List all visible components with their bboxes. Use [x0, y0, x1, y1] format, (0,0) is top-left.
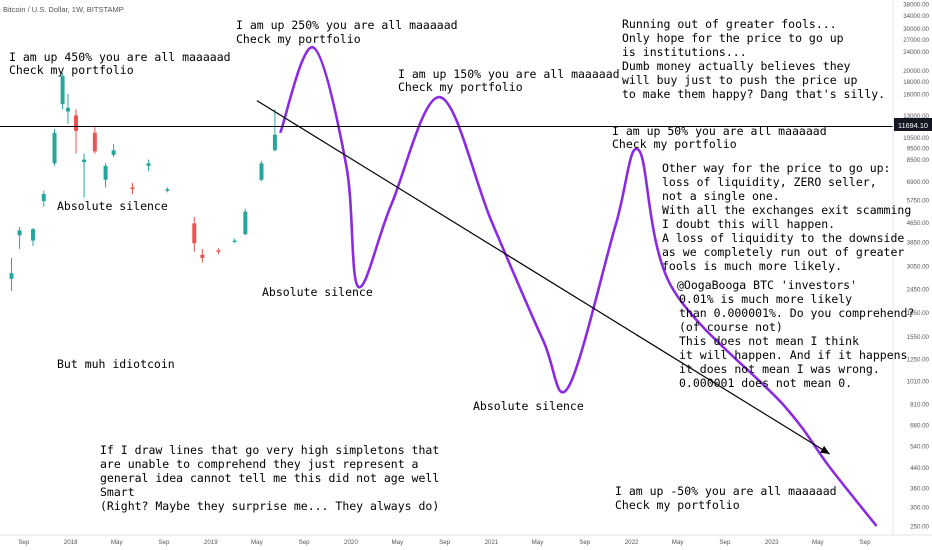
time-tick-label: Sep [18, 539, 30, 546]
time-tick-label: 2022 [625, 539, 639, 546]
candle-body [52, 132, 57, 164]
time-tick-label: 2020 [344, 539, 358, 546]
note-down50: I am up -50% you are all maaaaad Check m… [615, 484, 844, 512]
candle-body [146, 163, 151, 166]
time-tick-label: May [812, 539, 825, 546]
candles-layer [9, 72, 277, 291]
price-tick-label: 18000.00 [903, 79, 929, 86]
price-tick-label: 10500.00 [903, 135, 929, 142]
price-tick-label: 2450.00 [907, 286, 930, 293]
candle-body [272, 134, 277, 151]
time-tick-label: Sep [719, 539, 731, 546]
note-silence-3: Absolute silence [473, 399, 584, 413]
note-silence-1: Absolute silence [57, 199, 168, 213]
candle-body [92, 132, 97, 152]
note-oogabooga: @OogaBooga BTC 'investors' 0.01% is much… [677, 278, 921, 390]
price-scale[interactable]: 38000.00 34000.00 30000.00 27000.00 24000.00… [903, 2, 929, 531]
price-tick-label: 8500.00 [907, 157, 930, 164]
price-tick-label: 6900.00 [907, 179, 930, 186]
note-other-way: Other way for the price to go up: loss o… [662, 161, 918, 273]
candle-body [243, 211, 248, 235]
note-up150: I am up 150% you are all maaaaad Check m… [398, 67, 627, 94]
price-tick-label: 16000.00 [903, 91, 929, 98]
chart-symbol-label: Bitcoin / U.S. Dollar, 1W, BITSTAMP [3, 5, 124, 14]
price-tick-label: 300.00 [910, 505, 929, 512]
price-tick-label: 5750.00 [907, 198, 930, 205]
candle-body [103, 165, 108, 180]
candle-body [216, 250, 221, 252]
price-tick-label: 20000.00 [903, 68, 929, 75]
note-muh-idiotcoin: But muh idiotcoin [57, 357, 175, 371]
note-silence-2: Absolute silence [262, 285, 373, 299]
candle-body [17, 230, 22, 236]
note-draw-lines: If I draw lines that go very high simple… [100, 443, 446, 513]
price-tick-label: 9500.00 [907, 146, 930, 153]
time-tick-label: 2019 [204, 539, 218, 546]
price-tick-label: 1550.00 [907, 334, 930, 341]
price-tick-label: 540.00 [910, 443, 929, 450]
current-price-label: 11694.10 [898, 121, 928, 130]
time-tick-label: 2023 [765, 539, 779, 546]
price-tick-label: 24000.00 [903, 49, 929, 56]
time-tick-label: May [111, 539, 124, 546]
price-tick-label: 3050.00 [907, 264, 930, 271]
candle-body [65, 107, 70, 112]
candle-body [9, 273, 14, 279]
price-tick-label: 1250.00 [907, 356, 930, 363]
price-tick-label: 1950.00 [907, 310, 930, 317]
price-tick-label: 30000.00 [903, 26, 929, 33]
time-tick-label: Sep [299, 539, 311, 546]
time-tick-label: Sep [860, 539, 872, 546]
price-tick-label: 660.00 [910, 423, 929, 430]
price-tick-label: 810.00 [910, 401, 929, 408]
candle-body [60, 76, 65, 105]
time-tick-label: May [251, 539, 264, 546]
candle-body [232, 240, 237, 242]
candle-body [74, 115, 79, 131]
price-tick-label: 27000.00 [903, 37, 929, 44]
candle-body [41, 194, 46, 202]
candle-body [192, 223, 197, 244]
candle-body [111, 150, 116, 155]
price-tick-label: 440.00 [910, 465, 929, 472]
time-axis[interactable]: Sep 2018 May Sep 2019 May Sep 2020 May Sep 2021 May… [18, 539, 871, 546]
note-greater-fools: Running out of greater fools... Only hop… [622, 17, 885, 101]
candle-body [259, 163, 264, 180]
candle-body [165, 189, 170, 191]
trendline [256, 100, 831, 455]
candle-body [200, 254, 205, 258]
price-tick-label: 38000.00 [903, 2, 929, 9]
price-tick-label: 1010.00 [907, 378, 930, 385]
time-tick-label: May [532, 539, 545, 546]
trendline-arrowhead [819, 445, 830, 454]
candle-body [130, 187, 135, 190]
time-tick-label: Sep [158, 539, 170, 546]
projection-curve [279, 46, 878, 527]
price-tick-label: 250.00 [910, 524, 929, 531]
price-tick-label: 360.00 [910, 486, 929, 493]
price-tick-label: 4650.00 [907, 220, 930, 227]
time-tick-label: 2018 [64, 539, 78, 546]
note-up50: I am up 50% you are all maaaaad Check my… [612, 124, 834, 151]
price-tick-label: 13000.00 [903, 113, 929, 120]
candle-body [31, 229, 36, 241]
time-tick-label: May [672, 539, 685, 546]
current-price-tag [894, 118, 932, 131]
note-up450: I am up 450% you are all maaaaad Check m… [9, 50, 238, 77]
price-tick-label: 34000.00 [903, 13, 929, 20]
candle-body [82, 159, 87, 163]
time-tick-label: May [392, 539, 405, 546]
price-tick-label: 3850.00 [907, 239, 930, 246]
time-tick-label: Sep [579, 539, 591, 546]
time-tick-label: Sep [439, 539, 451, 546]
time-tick-label: 2021 [485, 539, 499, 546]
note-up250: I am up 250% you are all maaaaad Check m… [236, 18, 465, 46]
